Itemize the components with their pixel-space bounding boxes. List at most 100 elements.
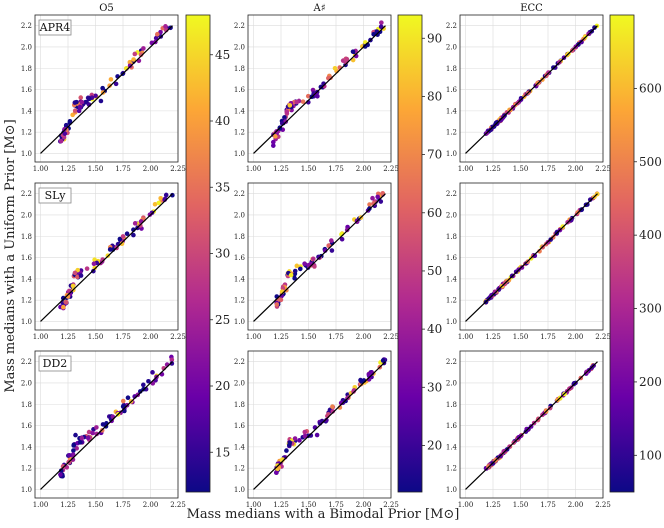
data-point — [375, 194, 380, 200]
x-tick-label: 1.75 — [115, 333, 131, 341]
panel-frame — [459, 14, 604, 163]
column-title: ECC — [520, 3, 543, 14]
data-point — [330, 409, 336, 414]
data-point — [62, 126, 67, 132]
data-point — [156, 200, 162, 206]
data-point — [79, 99, 85, 105]
data-point — [132, 51, 138, 57]
data-point — [380, 358, 386, 363]
data-point — [169, 357, 175, 363]
data-point — [93, 93, 98, 99]
data-point — [284, 109, 290, 114]
data-point — [86, 429, 92, 435]
column-title: A♯ — [312, 3, 325, 14]
x-tick-label: 1.50 — [88, 501, 104, 509]
y-tick-label: 1.2 — [21, 129, 32, 137]
data-point — [107, 83, 112, 88]
y-tick-label: 1.8 — [234, 65, 245, 73]
data-point — [311, 256, 316, 262]
data-point — [292, 268, 298, 274]
colorbar-tick-label: 500 — [639, 155, 662, 169]
y-tick-label: 1.4 — [21, 443, 33, 451]
colorbar-tick-label: 20 — [215, 379, 230, 393]
data-point — [78, 95, 84, 100]
y-tick-label: 1.2 — [21, 465, 32, 473]
x-tick-label: 1.50 — [513, 501, 529, 509]
data-point — [315, 93, 320, 99]
colorbar-tick-label: 20 — [427, 438, 442, 452]
y-tick-label: 1.2 — [234, 465, 245, 473]
x-tick-label: 1.25 — [485, 501, 501, 509]
y-tick-label: 2.0 — [234, 43, 245, 51]
panel-O5-APR4: 1.00 1.25 1.50 1.75 2.00 2.25 1.0 1.2 1.4 1.6 1.8 2… — [21, 14, 186, 173]
identity-line — [465, 361, 598, 490]
x-tick-label: 1.25 — [60, 333, 76, 341]
data-point — [155, 31, 160, 37]
data-point — [571, 381, 577, 386]
y-tick-label: 2.2 — [234, 358, 245, 366]
x-tick-label: 1.25 — [273, 165, 289, 173]
x-tick-label: 2.00 — [356, 501, 372, 509]
data-point — [329, 238, 334, 243]
x-tick-label: 2.00 — [143, 333, 159, 341]
panel-A♯-APR4: 1.00 1.25 1.50 1.75 2.00 2.25 1.0 1.2 1.4 1.6 1.8 2… — [234, 14, 399, 173]
data-point — [74, 99, 79, 105]
y-tick-label: 2.0 — [21, 43, 32, 51]
x-tick-label: 1.00 — [246, 333, 262, 341]
y-tick-label: 1.8 — [446, 65, 457, 73]
x-tick-label: 2.00 — [568, 501, 584, 509]
colorbar-tick-label: 300 — [639, 302, 662, 316]
data-point — [94, 425, 99, 430]
data-point — [63, 300, 69, 305]
data-point — [302, 433, 308, 439]
data-point — [280, 285, 286, 291]
data-point — [61, 304, 66, 310]
y-tick-label: 1.4 — [446, 275, 458, 283]
data-point — [70, 283, 76, 289]
y-tick-label: 1.6 — [446, 422, 458, 430]
identity-line — [40, 361, 173, 490]
panel-frame — [247, 350, 392, 499]
x-tick-label: 1.00 — [33, 501, 49, 509]
data-point — [287, 103, 293, 108]
x-tick-label: 1.25 — [485, 333, 501, 341]
data-point — [312, 264, 317, 269]
colorbar-gradient — [609, 14, 635, 493]
y-tick-label: 1.6 — [21, 254, 33, 262]
identity-line — [40, 193, 173, 322]
x-tick-label: 1.75 — [328, 333, 344, 341]
data-point — [163, 24, 168, 29]
y-tick-label: 1.2 — [234, 297, 245, 305]
colorbar-tick-label: 35 — [215, 180, 230, 194]
data-point — [300, 99, 306, 104]
x-tick-label: 1.00 — [458, 165, 474, 173]
data-point — [314, 432, 320, 438]
identity-line — [465, 193, 598, 322]
data-point — [169, 361, 175, 366]
data-point — [324, 417, 329, 423]
y-tick-label: 2.2 — [21, 358, 32, 366]
identity-line — [465, 25, 598, 154]
colorbars: 15 20 25 30 35 40 45 20 30 40 50 60 70 80 90 100 200 300 4… — [185, 14, 662, 493]
data-point — [158, 195, 163, 201]
y-tick-label: 1.8 — [234, 401, 245, 409]
data-point — [284, 448, 289, 453]
data-point — [271, 143, 276, 148]
x-tick-label: 1.00 — [246, 501, 262, 509]
y-tick-label: 1.6 — [446, 254, 458, 262]
data-point — [305, 93, 311, 99]
data-point — [329, 248, 335, 253]
x-tick-label: 1.75 — [115, 165, 131, 173]
x-tick-label: 1.00 — [33, 333, 49, 341]
x-tick-label: 1.00 — [458, 333, 474, 341]
data-point — [100, 422, 106, 427]
y-tick-label: 1.8 — [446, 233, 457, 241]
scatter-panels: 1.00 1.25 1.50 1.75 2.00 2.25 1.0 1.2 1.4 1.6 1.8 2… — [21, 3, 611, 509]
colorbar-gradient — [397, 14, 423, 493]
x-tick-label: 1.00 — [246, 165, 262, 173]
data-point — [77, 440, 83, 445]
x-tick-label: 2.00 — [356, 165, 372, 173]
panel-frame — [459, 350, 604, 499]
y-tick-label: 1.6 — [21, 422, 33, 430]
